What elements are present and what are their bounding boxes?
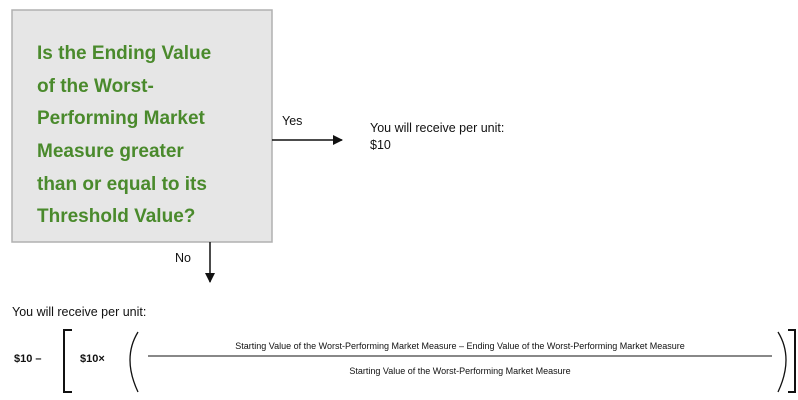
left-paren <box>129 331 139 393</box>
no-outcome-title: You will receive per unit: <box>12 305 146 319</box>
question-line: of the Worst- <box>37 76 154 97</box>
denominator: Starting Value of the Worst-Performing M… <box>349 366 570 376</box>
question-line: Threshold Value? <box>37 206 195 227</box>
yes-outcome-title: You will receive per unit: <box>370 121 504 135</box>
question-line: Performing Market <box>37 108 206 129</box>
formula-lead: $10 – <box>14 353 42 365</box>
yes-outcome-value: $10 <box>370 138 391 152</box>
numerator: Starting Value of the Worst-Performing M… <box>235 341 685 351</box>
left-bracket <box>63 329 72 393</box>
question-box <box>11 9 273 243</box>
question-line: Measure greater <box>37 141 184 162</box>
right-paren <box>777 331 787 393</box>
question-line: Is the Ending Value <box>37 43 211 64</box>
question-line: than or equal to its <box>37 174 207 195</box>
yes-label: Yes <box>282 114 302 128</box>
formula-multiplier: $10× <box>80 353 105 365</box>
right-bracket <box>788 329 796 393</box>
no-label: No <box>175 251 191 265</box>
